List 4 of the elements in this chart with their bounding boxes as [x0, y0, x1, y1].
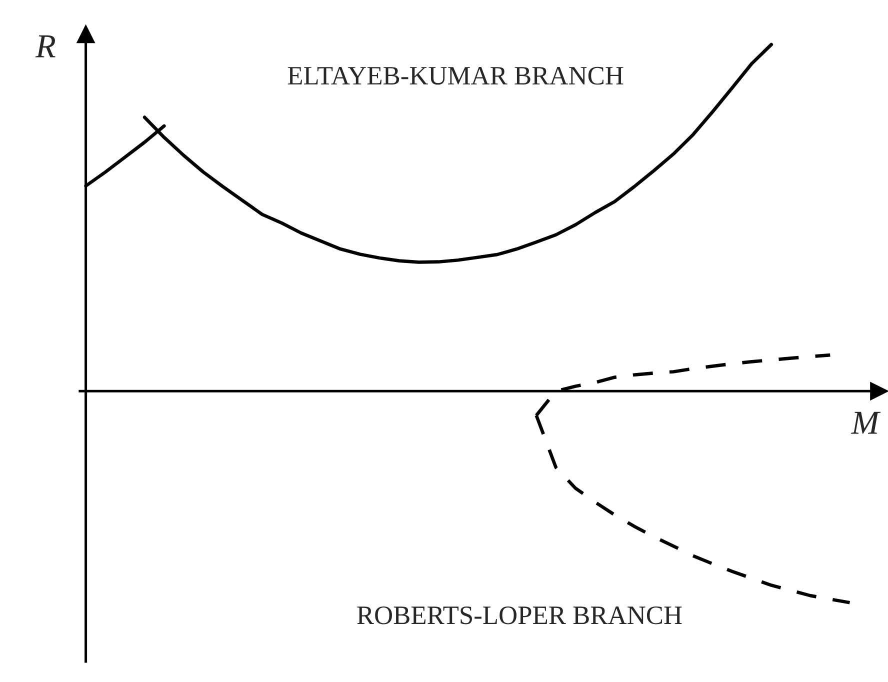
text: ROBERTS-LOPER BRANCH: [357, 606, 682, 624]
annotation: ELTAYEB-KUMAR BRANCH: [288, 66, 624, 85]
x-axis-title: M: [850, 412, 881, 434]
y-axis-title: R: [35, 35, 56, 58]
